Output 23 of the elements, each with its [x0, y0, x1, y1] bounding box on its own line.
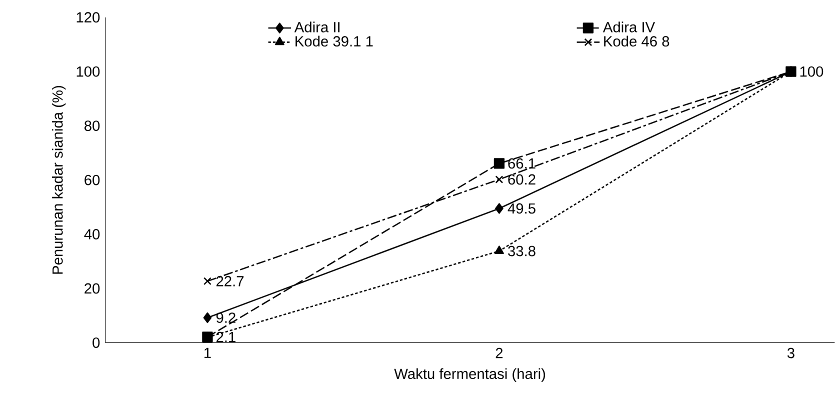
legend-label: Kode 46 8 — [604, 36, 670, 47]
y-tick-label: 60 — [84, 174, 100, 186]
data-label: 66.1 — [508, 158, 536, 169]
y-tick-label: 100 — [76, 66, 100, 77]
y-tick-label: 80 — [84, 120, 100, 132]
y-tick-label: 0 — [92, 338, 100, 348]
x-axis-title: Waktu fermentasi (hari) — [394, 368, 546, 382]
data-label: 33.8 — [508, 246, 536, 256]
x-tick-label: 1 — [204, 348, 211, 358]
legend-label: Kode 39.1 1 — [296, 36, 373, 47]
legend-label: Adira II — [294, 22, 340, 33]
y-tick-label: 40 — [84, 229, 100, 240]
y-tick-label: 20 — [84, 283, 100, 294]
legend-label: Adira IV — [602, 22, 655, 33]
y-axis-title: Penurunan kadar sianida (%) — [52, 86, 66, 274]
x-tick-label: 3 — [787, 348, 794, 358]
data-label: 2.1 — [216, 332, 236, 342]
y-tick-label: 120 — [76, 12, 100, 23]
data-label: 49.5 — [508, 203, 536, 214]
data-label: 22.7 — [216, 276, 244, 286]
data-label: 60.2 — [508, 174, 536, 185]
x-tick-label: 2 — [496, 348, 503, 358]
data-label: 100 — [800, 66, 824, 77]
